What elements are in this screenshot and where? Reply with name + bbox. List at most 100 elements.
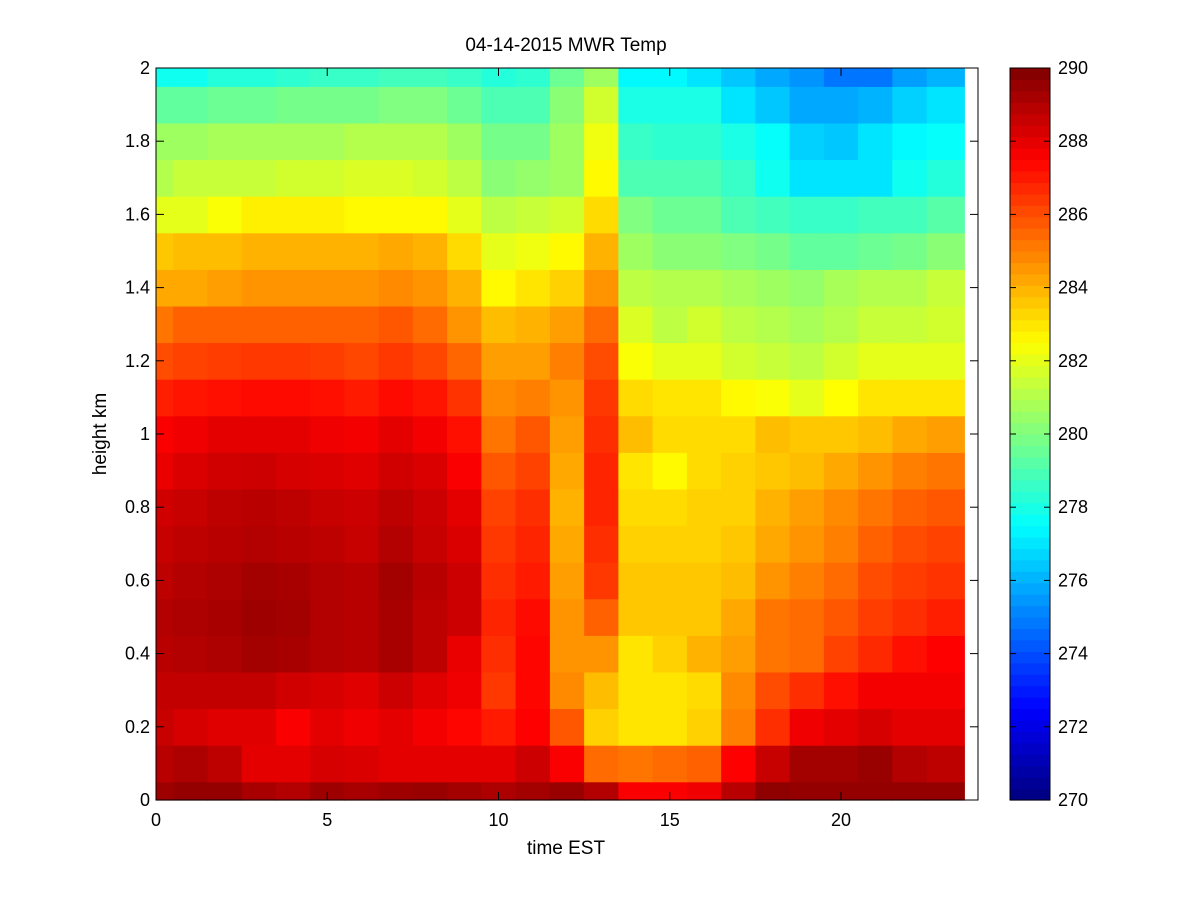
heatmap-cell — [275, 342, 311, 380]
heatmap-cell — [310, 781, 345, 801]
heatmap-cell — [241, 598, 277, 636]
heatmap-cell — [584, 86, 619, 124]
heatmap-cell — [447, 525, 482, 563]
heatmap-cell — [721, 122, 756, 161]
heatmap-cell — [275, 86, 311, 124]
heatmap-cell — [858, 379, 893, 417]
heatmap-cell — [584, 745, 619, 783]
colorbar-segment — [1010, 731, 1050, 744]
heatmap-cell — [823, 232, 859, 270]
heatmap-cell — [584, 488, 619, 527]
heatmap-cell — [686, 122, 722, 161]
heatmap-cell — [652, 122, 688, 161]
heatmap-cell — [755, 745, 791, 783]
heatmap-cell — [310, 379, 345, 417]
heatmap-cell — [447, 635, 482, 673]
heatmap-cell — [515, 342, 551, 380]
heatmap-cell — [378, 269, 414, 307]
heatmap-cell — [412, 781, 448, 801]
heatmap-cell — [892, 269, 928, 307]
heatmap-cell — [618, 196, 654, 234]
heatmap-cell — [310, 305, 345, 344]
heatmap-cell — [515, 68, 551, 87]
heatmap-cell — [584, 452, 619, 490]
heatmap-cell — [652, 781, 688, 801]
heatmap-cell — [721, 525, 756, 563]
heatmap-cell — [344, 488, 380, 527]
colorbar-tick-label: 270 — [1058, 790, 1088, 810]
colorbar-segment — [1010, 468, 1050, 481]
colorbar-segment — [1010, 68, 1050, 81]
heatmap-cell — [344, 305, 380, 344]
heatmap-cell — [378, 708, 414, 746]
heatmap-cell — [515, 232, 551, 270]
heatmap-cell — [584, 525, 619, 563]
colorbar-segment — [1010, 697, 1050, 710]
y-axis-label: height km — [90, 393, 111, 475]
heatmap-cell — [275, 635, 311, 673]
heatmap-cell — [686, 488, 722, 527]
heatmap-cell — [207, 488, 243, 527]
heatmap-cell — [858, 305, 893, 344]
heatmap-cell — [344, 781, 380, 801]
heatmap-cell — [789, 452, 825, 490]
heatmap-cell — [515, 159, 551, 197]
heatmap-cell — [686, 708, 722, 746]
heatmap-cell — [447, 415, 482, 453]
heatmap-cell — [686, 68, 722, 87]
heatmap-cell — [207, 525, 243, 563]
heatmap-cell — [275, 488, 311, 527]
colorbar-segment — [1010, 536, 1050, 549]
heatmap-cell — [549, 781, 585, 801]
heatmap-cell — [686, 232, 722, 270]
heatmap-cell — [823, 745, 859, 783]
chart-title: 04-14-2015 MWR Temp — [465, 35, 666, 56]
heatmap-cell — [652, 708, 688, 746]
heatmap-cell — [755, 379, 791, 417]
heatmap-cell — [721, 598, 756, 636]
heatmap-cell — [755, 232, 791, 270]
heatmap-cell — [515, 415, 551, 453]
heatmap-cell — [858, 342, 893, 380]
heatmap-cell — [721, 781, 756, 801]
heatmap-cell — [584, 635, 619, 673]
heatmap-cell — [823, 635, 859, 673]
heatmap-cells — [156, 68, 965, 801]
heatmap-cell — [892, 196, 928, 234]
heatmap-cell — [344, 379, 380, 417]
heatmap-cell — [241, 196, 277, 234]
heatmap-cell — [207, 635, 243, 673]
heatmap-cell — [686, 159, 722, 197]
heatmap-cell — [275, 305, 311, 344]
heatmap-cell — [686, 525, 722, 563]
heatmap-cell — [447, 598, 482, 636]
heatmap-cell — [549, 232, 585, 270]
heatmap-cell — [515, 781, 551, 801]
heatmap-cell — [378, 68, 414, 87]
heatmap-cell — [481, 269, 517, 307]
heatmap-cell — [618, 452, 654, 490]
heatmap-cell — [481, 525, 517, 563]
heatmap-cell — [173, 196, 208, 234]
heatmap-cell — [652, 196, 688, 234]
heatmap-cell — [515, 196, 551, 234]
heatmap-cell — [207, 232, 243, 270]
colorbar-segment — [1010, 251, 1050, 264]
heatmap-cell — [721, 86, 756, 124]
heatmap-cell — [584, 415, 619, 453]
heatmap-cell — [156, 781, 174, 801]
colorbar-segment — [1010, 239, 1050, 252]
heatmap-cell — [310, 562, 345, 600]
heatmap-cell — [173, 232, 208, 270]
heatmap-cell — [207, 342, 243, 380]
colorbar-tick-label: 274 — [1058, 644, 1088, 664]
heatmap-cell — [789, 269, 825, 307]
y-tick-label: 1.2 — [125, 351, 150, 371]
colorbar-segment — [1010, 125, 1050, 138]
heatmap-cell — [173, 68, 208, 87]
heatmap-cell — [721, 305, 756, 344]
heatmap-cell — [549, 68, 585, 87]
heatmap-cell — [447, 745, 482, 783]
heatmap-cell — [789, 745, 825, 783]
heatmap-cell — [241, 671, 277, 710]
